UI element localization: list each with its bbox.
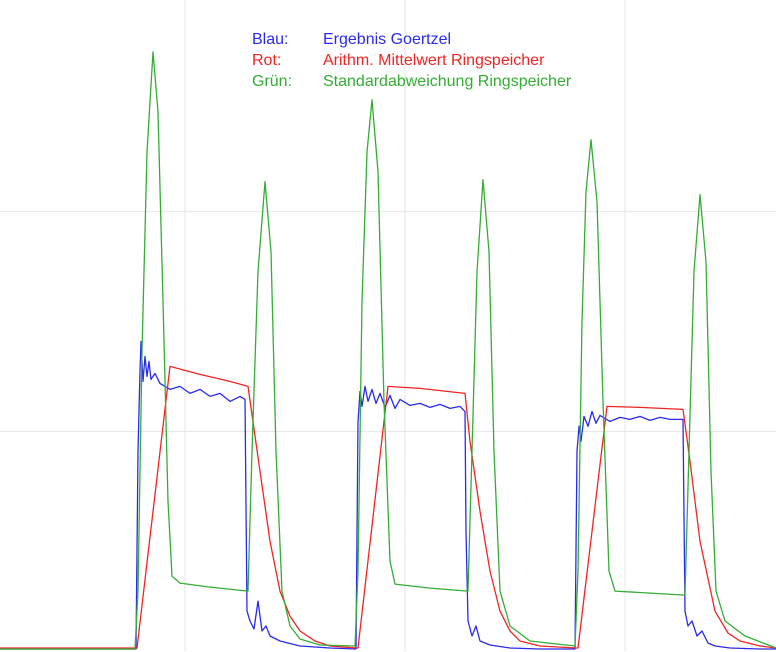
legend: Blau: Ergebnis Goertzel Rot: Arithm. Mittel… — [252, 31, 572, 90]
legend-entry: Standardabweichung Ringspeicher — [323, 73, 572, 90]
lines — [0, 51, 776, 650]
legend-entry: Arithm. Mittelwert Ringspeicher — [323, 52, 545, 69]
legend-entry: Ergebnis Goertzel — [323, 31, 451, 48]
series-line — [0, 340, 776, 650]
series-line — [0, 51, 776, 650]
legend-label: Blau: — [252, 31, 288, 48]
legend-label: Grün: — [252, 73, 292, 90]
legend-label: Rot: — [252, 52, 281, 69]
series-line — [0, 365, 776, 649]
